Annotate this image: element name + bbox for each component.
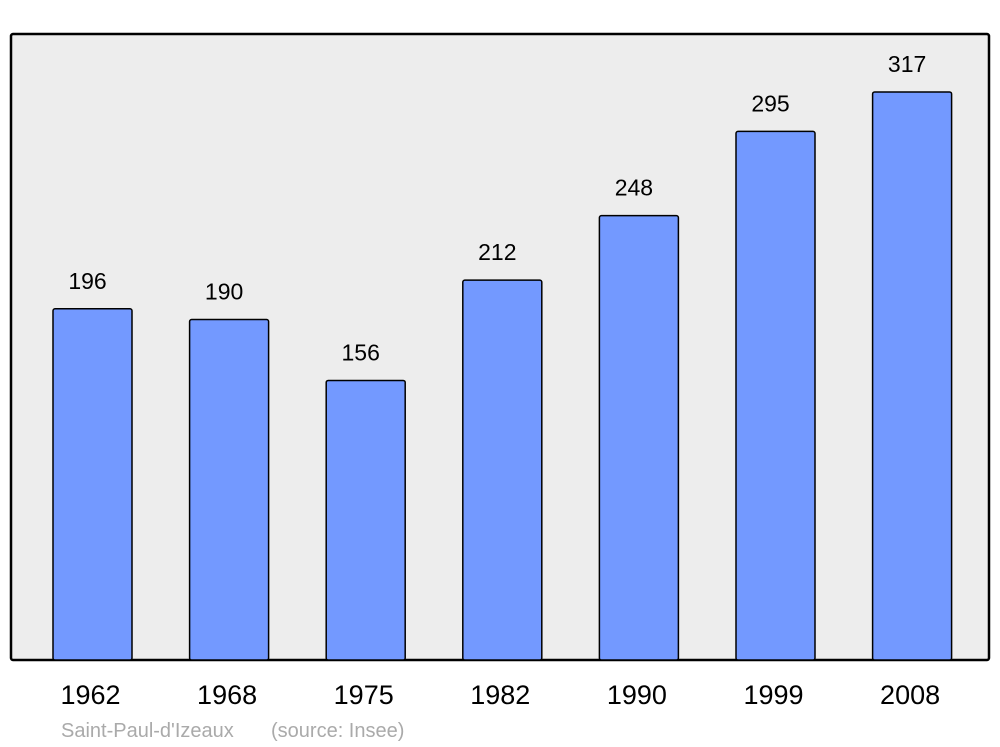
data-label-1999: 295 xyxy=(751,90,789,116)
x-tick-1968: 1968 xyxy=(197,680,257,710)
bar-2008 xyxy=(871,91,953,661)
x-tick-1962: 1962 xyxy=(60,680,120,710)
bar-1962 xyxy=(52,308,133,661)
x-tick-1975: 1975 xyxy=(334,680,394,710)
footer-source: (source: Insee) xyxy=(271,720,404,742)
bar-1999 xyxy=(735,130,816,661)
bar-1968 xyxy=(188,318,270,661)
bar-1975 xyxy=(325,379,406,661)
x-tick-1990: 1990 xyxy=(607,680,667,710)
data-label-1975: 156 xyxy=(342,339,380,365)
data-label-1990: 248 xyxy=(615,175,653,201)
bar-1990 xyxy=(598,214,680,661)
bar-1982 xyxy=(462,279,543,661)
footer-place: Saint-Paul-d'Izeaux xyxy=(61,720,234,742)
data-label-1968: 190 xyxy=(205,279,243,305)
x-tick-1982: 1982 xyxy=(470,680,530,710)
x-tick-2008: 2008 xyxy=(880,680,940,710)
x-tick-1999: 1999 xyxy=(743,680,803,710)
data-label-1962: 196 xyxy=(68,268,106,294)
data-label-2008: 317 xyxy=(888,51,926,77)
data-label-1982: 212 xyxy=(478,239,516,265)
